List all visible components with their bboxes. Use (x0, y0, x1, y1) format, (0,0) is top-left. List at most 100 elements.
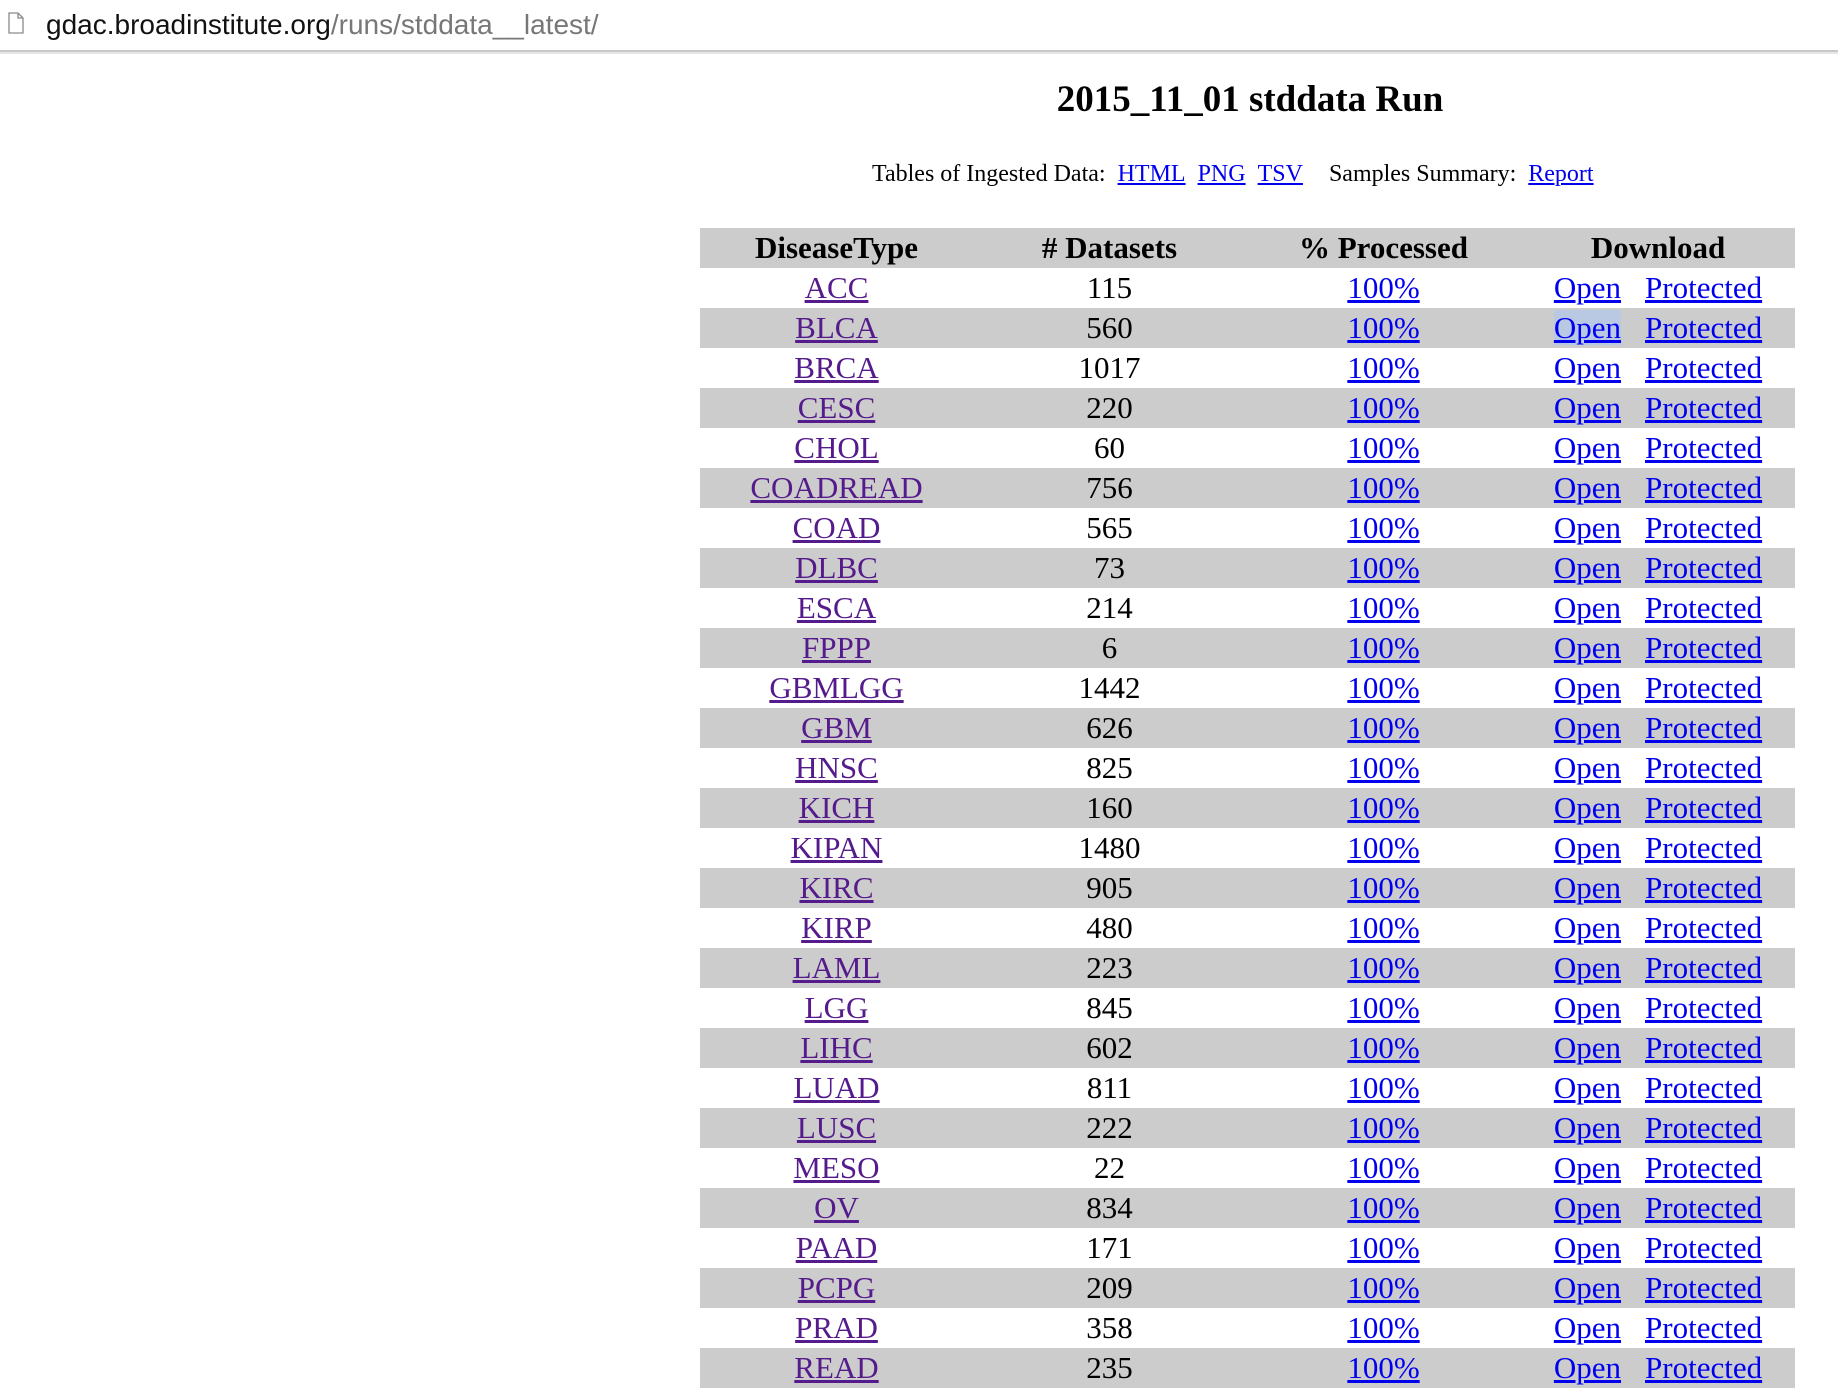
processed-link[interactable]: 100% (1347, 310, 1420, 345)
open-download-link[interactable]: Open (1553, 510, 1622, 545)
protected-download-link[interactable]: Protected (1645, 830, 1763, 865)
open-download-link[interactable]: Open (1553, 310, 1622, 345)
protected-download-link[interactable]: Protected (1645, 790, 1763, 825)
protected-download-link[interactable]: Protected (1645, 1190, 1763, 1225)
processed-link[interactable]: 100% (1347, 870, 1420, 905)
processed-link[interactable]: 100% (1347, 1110, 1420, 1145)
open-download-link[interactable]: Open (1553, 1230, 1622, 1265)
protected-download-link[interactable]: Protected (1645, 710, 1763, 745)
processed-link[interactable]: 100% (1347, 430, 1420, 465)
html-link[interactable]: HTML (1117, 161, 1186, 187)
protected-download-link[interactable]: Protected (1645, 1230, 1763, 1265)
protected-download-link[interactable]: Protected (1645, 990, 1763, 1025)
report-link[interactable]: Report (1528, 161, 1594, 187)
processed-link[interactable]: 100% (1347, 710, 1420, 745)
disease-link[interactable]: KIRP (801, 910, 872, 945)
open-download-link[interactable]: Open (1553, 1270, 1622, 1305)
open-download-link[interactable]: Open (1553, 1190, 1622, 1225)
open-download-link[interactable]: Open (1553, 1150, 1622, 1185)
protected-download-link[interactable]: Protected (1645, 550, 1763, 585)
processed-link[interactable]: 100% (1347, 1230, 1420, 1265)
processed-link[interactable]: 100% (1347, 1030, 1420, 1065)
processed-link[interactable]: 100% (1347, 390, 1420, 425)
processed-link[interactable]: 100% (1347, 1070, 1420, 1105)
processed-link[interactable]: 100% (1347, 1270, 1420, 1305)
open-download-link[interactable]: Open (1553, 390, 1622, 425)
processed-link[interactable]: 100% (1347, 350, 1420, 385)
address-bar[interactable]: gdac.broadinstitute.org/runs/stddata__la… (0, 0, 1838, 52)
protected-download-link[interactable]: Protected (1645, 390, 1763, 425)
disease-link[interactable]: LIHC (800, 1030, 873, 1065)
open-download-link[interactable]: Open (1553, 950, 1622, 985)
processed-link[interactable]: 100% (1347, 790, 1420, 825)
tsv-link[interactable]: TSV (1257, 161, 1303, 187)
open-download-link[interactable]: Open (1553, 790, 1622, 825)
processed-link[interactable]: 100% (1347, 750, 1420, 785)
disease-link[interactable]: HNSC (795, 750, 878, 785)
protected-download-link[interactable]: Protected (1645, 670, 1763, 705)
open-download-link[interactable]: Open (1553, 1030, 1622, 1065)
protected-download-link[interactable]: Protected (1645, 1350, 1763, 1385)
open-download-link[interactable]: Open (1553, 630, 1622, 665)
disease-link[interactable]: LUSC (796, 1110, 877, 1145)
processed-link[interactable]: 100% (1347, 950, 1420, 985)
open-download-link[interactable]: Open (1553, 470, 1622, 505)
disease-link[interactable]: PAAD (795, 1230, 878, 1265)
processed-link[interactable]: 100% (1347, 1150, 1420, 1185)
processed-link[interactable]: 100% (1347, 1190, 1420, 1225)
disease-link[interactable]: CESC (797, 390, 876, 425)
open-download-link[interactable]: Open (1553, 1110, 1622, 1145)
protected-download-link[interactable]: Protected (1645, 630, 1763, 665)
disease-link[interactable]: PCPG (797, 1270, 876, 1305)
disease-link[interactable]: FPPP (802, 630, 871, 665)
disease-link[interactable]: COAD (792, 510, 881, 545)
open-download-link[interactable]: Open (1553, 990, 1622, 1025)
open-download-link[interactable]: Open (1553, 350, 1622, 385)
open-download-link[interactable]: Open (1553, 830, 1622, 865)
disease-link[interactable]: COADREAD (750, 470, 923, 505)
protected-download-link[interactable]: Protected (1645, 910, 1763, 945)
open-download-link[interactable]: Open (1553, 1350, 1622, 1385)
open-download-link[interactable]: Open (1553, 1070, 1622, 1105)
protected-download-link[interactable]: Protected (1645, 590, 1763, 625)
processed-link[interactable]: 100% (1347, 550, 1420, 585)
open-download-link[interactable]: Open (1553, 550, 1622, 585)
disease-link[interactable]: LGG (804, 990, 869, 1025)
disease-link[interactable]: GBMLGG (769, 670, 904, 705)
png-link[interactable]: PNG (1197, 161, 1246, 187)
open-download-link[interactable]: Open (1553, 430, 1622, 465)
disease-link[interactable]: GBM (801, 710, 872, 745)
disease-link[interactable]: ACC (804, 270, 869, 305)
processed-link[interactable]: 100% (1347, 510, 1420, 545)
protected-download-link[interactable]: Protected (1645, 1030, 1763, 1065)
protected-download-link[interactable]: Protected (1645, 510, 1763, 545)
processed-link[interactable]: 100% (1347, 630, 1420, 665)
protected-download-link[interactable]: Protected (1645, 1270, 1763, 1305)
open-download-link[interactable]: Open (1553, 910, 1622, 945)
open-download-link[interactable]: Open (1553, 750, 1622, 785)
open-download-link[interactable]: Open (1553, 670, 1622, 705)
open-download-link[interactable]: Open (1553, 1310, 1622, 1345)
processed-link[interactable]: 100% (1347, 590, 1420, 625)
protected-download-link[interactable]: Protected (1645, 1310, 1763, 1345)
open-download-link[interactable]: Open (1553, 870, 1622, 905)
disease-link[interactable]: OV (814, 1190, 859, 1225)
protected-download-link[interactable]: Protected (1645, 470, 1763, 505)
disease-link[interactable]: BLCA (795, 310, 878, 345)
open-download-link[interactable]: Open (1553, 710, 1622, 745)
protected-download-link[interactable]: Protected (1645, 270, 1763, 305)
processed-link[interactable]: 100% (1347, 1310, 1420, 1345)
protected-download-link[interactable]: Protected (1645, 430, 1763, 465)
protected-download-link[interactable]: Protected (1645, 950, 1763, 985)
disease-link[interactable]: ESCA (796, 590, 877, 625)
disease-link[interactable]: READ (794, 1350, 879, 1385)
processed-link[interactable]: 100% (1347, 1350, 1420, 1385)
disease-link[interactable]: LUAD (793, 1070, 880, 1105)
disease-link[interactable]: MESO (793, 1150, 880, 1185)
protected-download-link[interactable]: Protected (1645, 870, 1763, 905)
processed-link[interactable]: 100% (1347, 910, 1420, 945)
disease-link[interactable]: PRAD (795, 1310, 878, 1345)
disease-link[interactable]: KICH (798, 790, 875, 825)
open-download-link[interactable]: Open (1553, 590, 1622, 625)
processed-link[interactable]: 100% (1347, 470, 1420, 505)
